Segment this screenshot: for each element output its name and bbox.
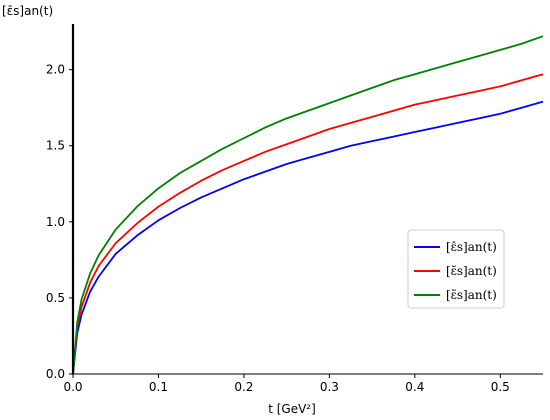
y-tick-label: 0.5 <box>46 291 65 305</box>
x-tick-label: 0.5 <box>491 380 510 394</box>
ticks-layer: 0.0 0.1 0.2 0.3 0.4 0.5 0.0 0.5 1.0 1.5 2.0 <box>46 63 510 394</box>
legend-box <box>407 229 505 309</box>
series-line-2 <box>72 73 544 375</box>
y-tick-label: 1.5 <box>46 139 65 153</box>
series-line-1 <box>72 100 544 375</box>
x-tick-label: 0.0 <box>63 380 82 394</box>
x-tick-label: 0.3 <box>320 380 339 394</box>
x-tick-label: 0.2 <box>234 380 253 394</box>
series-layer <box>72 35 544 375</box>
legend-item-1: [ε̂s]an(t) <box>414 240 497 254</box>
legend-label: [ε̃s]an(t) <box>446 288 497 302</box>
legend-items: [ε̂s]an(t) [ε̆s]an(t) [ε̃s]an(t) <box>414 240 497 302</box>
x-tick-label: 0.1 <box>149 380 168 394</box>
y-axis-title: [ε̄s]an(t) <box>2 4 53 18</box>
legend-label: [ε̂s]an(t) <box>446 240 497 254</box>
legend-item-2: [ε̆s]an(t) <box>414 264 497 278</box>
axes-layer <box>71 24 543 375</box>
y-tick-label: 2.0 <box>46 63 65 77</box>
x-tick-label: 0.4 <box>405 380 424 394</box>
series-line-3 <box>72 35 544 375</box>
y-tick-label: 1.0 <box>46 215 65 229</box>
legend-label: [ε̆s]an(t) <box>446 264 497 278</box>
legend-item-3: [ε̃s]an(t) <box>414 288 497 302</box>
y-tick-label: 0.0 <box>46 367 65 381</box>
x-axis-title: t [GeV²] <box>268 402 316 416</box>
legend: [ε̂s]an(t) [ε̆s]an(t) [ε̃s]an(t) <box>407 229 505 309</box>
